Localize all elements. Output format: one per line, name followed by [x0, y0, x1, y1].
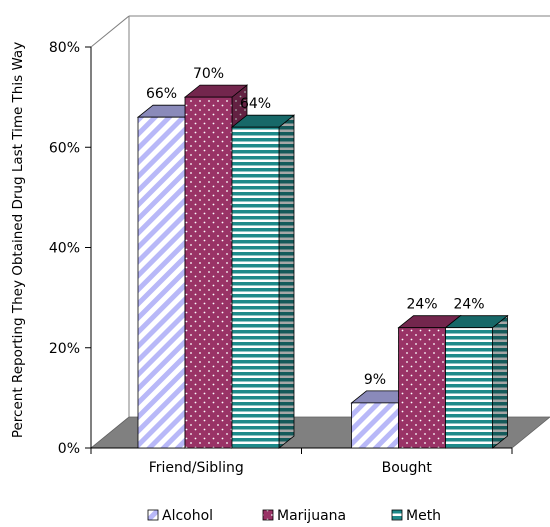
data-label: 9%	[364, 372, 386, 388]
legend-swatch-alcohol	[147, 509, 159, 521]
legend-swatch-meth	[391, 509, 403, 521]
legend-swatch-marijuana	[262, 509, 274, 521]
legend: Alcohol Marijuana Meth	[147, 508, 441, 524]
bar-meth-friend-sibling	[230, 114, 296, 449]
data-label: 24%	[406, 297, 437, 313]
bar-meth-bought	[444, 314, 509, 449]
legend-label-alcohol: Alcohol	[162, 508, 213, 524]
y-tick-label: 60%	[49, 140, 80, 156]
data-label: 66%	[146, 86, 177, 102]
y-tick-label: 0%	[58, 441, 80, 457]
y-tick-label: 40%	[49, 241, 80, 257]
data-label: 64%	[240, 96, 271, 112]
y-axis-title: Percent Reporting They Obtained Drug Las…	[10, 42, 26, 438]
y-tick-label: 80%	[49, 40, 80, 56]
y-tick-label: 20%	[49, 341, 80, 357]
x-tick-label: Bought	[382, 460, 433, 476]
depth-edge-top	[90, 15, 130, 48]
data-label: 24%	[453, 297, 484, 313]
legend-label-meth: Meth	[406, 508, 441, 524]
legend-label-marijuana: Marijuana	[277, 508, 346, 524]
data-label: 70%	[193, 66, 224, 82]
x-tick-label: Friend/Sibling	[149, 460, 244, 476]
